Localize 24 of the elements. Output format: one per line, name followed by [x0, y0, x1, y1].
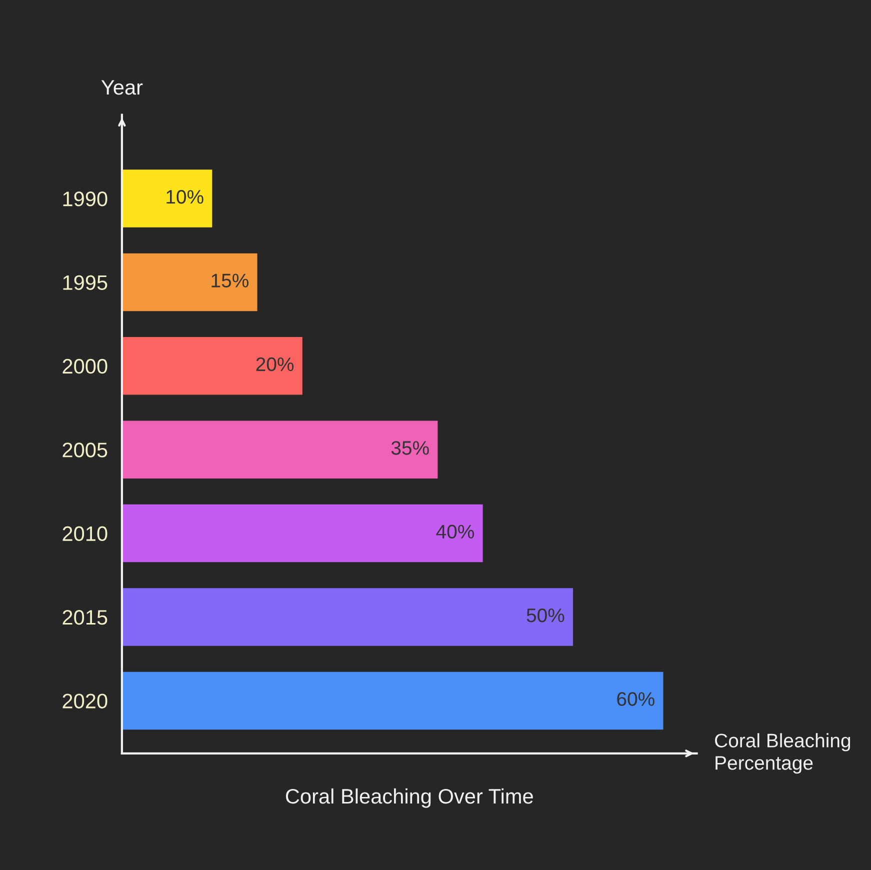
- bar: [122, 588, 574, 646]
- y-tick-label: 2015: [62, 610, 108, 625]
- x-axis-title: Coral Bleaching Percentage: [715, 733, 850, 774]
- bar: [122, 337, 302, 395]
- data-label: 35%: [391, 441, 429, 455]
- y-axis-title: Year: [101, 80, 143, 95]
- data-label: 50%: [526, 608, 564, 622]
- bar: [122, 420, 438, 478]
- text: Coral Bleaching Over Time: [286, 788, 533, 808]
- data-label: 40%: [436, 524, 474, 539]
- data-label: 60%: [617, 692, 654, 706]
- bar: [122, 672, 664, 730]
- y-tick-label: 1990: [63, 192, 108, 206]
- data-label: 15%: [212, 274, 248, 288]
- y-tick-label: 2010: [62, 526, 108, 542]
- data-label: 10%: [166, 190, 204, 204]
- y-tick-label: 2005: [62, 442, 108, 458]
- y-tick-label: 1995: [63, 275, 108, 290]
- bar: [122, 504, 483, 562]
- bar: [122, 253, 258, 312]
- y-tick-label: 2000: [62, 358, 108, 374]
- data-label: 20%: [256, 357, 294, 372]
- bar: [122, 170, 212, 228]
- y-tick-label: 2020: [62, 694, 108, 708]
